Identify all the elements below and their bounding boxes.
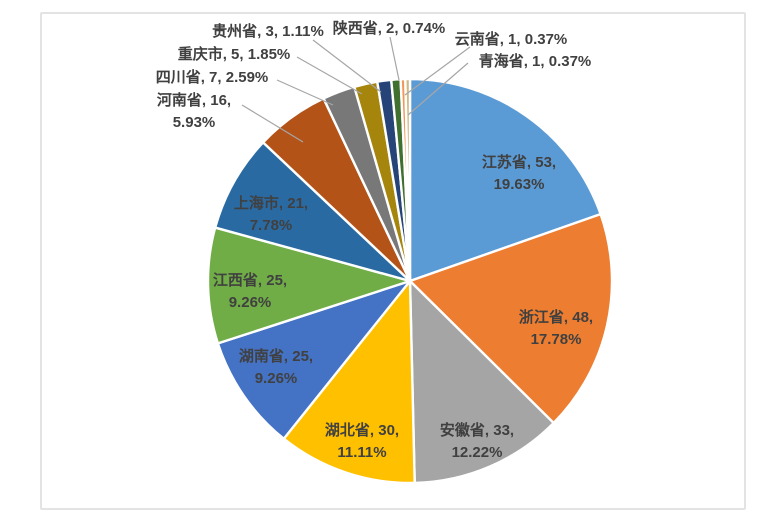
pie-slices-group (206, 77, 614, 485)
pie-slice-zhejiang[interactable] (408, 212, 614, 425)
slice-label-shanghai: 上海市, 21, 7.78% (234, 194, 308, 234)
slice-label-guizhou: 贵州省, 3, 1.11% (212, 22, 324, 40)
pie-slice-hunan[interactable] (216, 279, 412, 440)
slice-label-jiangsu: 江苏省, 53, 19.63% (482, 153, 556, 193)
slice-label-anhui: 安徽省, 33, 12.22% (440, 421, 514, 461)
slice-labels-group: 江苏省, 53, 19.63% 浙江省, 48, 17.78% 安徽省, 33, 12.2… (156, 19, 593, 461)
pie-slice-jiangxi[interactable] (206, 226, 412, 345)
leader-line-shaanxi (389, 36, 400, 81)
leader-line-sichuan (276, 79, 334, 106)
leader-line-yunnan (404, 46, 471, 96)
slice-label-shaanxi: 陕西省, 2, 0.74% (333, 19, 446, 37)
slice-label-hunan: 湖南省, 25, 9.26% (239, 347, 313, 387)
pie-slice-shanghai[interactable] (213, 141, 412, 283)
pie-slice-hubei[interactable] (282, 279, 416, 485)
pie-slice-anhui[interactable] (408, 279, 555, 485)
slice-label-chongqing: 重庆市, 5, 1.85% (178, 45, 291, 63)
slice-label-qinghai: 青海省, 1, 0.37% (479, 52, 592, 70)
leader-line-henan (241, 104, 304, 143)
pie-slice-qinghai[interactable] (404, 77, 412, 283)
slice-label-yunnan: 云南省, 1, 0.37% (455, 30, 568, 48)
slice-label-hubei: 湖北省, 30, 11.11% (325, 421, 399, 461)
leader-line-chongqing (296, 56, 363, 95)
slice-label-zhejiang: 浙江省, 48, 17.78% (519, 308, 593, 348)
slice-label-jiangxi: 江西省, 25, 9.26% (213, 271, 287, 311)
leader-line-guizhou (312, 39, 382, 93)
slice-label-sichuan: 四川省, 7, 2.59% (156, 68, 269, 86)
leader-lines-group (241, 36, 471, 143)
slice-label-henan: 河南省, 16, 5.93% (157, 91, 231, 131)
leader-line-qinghai (407, 62, 469, 116)
